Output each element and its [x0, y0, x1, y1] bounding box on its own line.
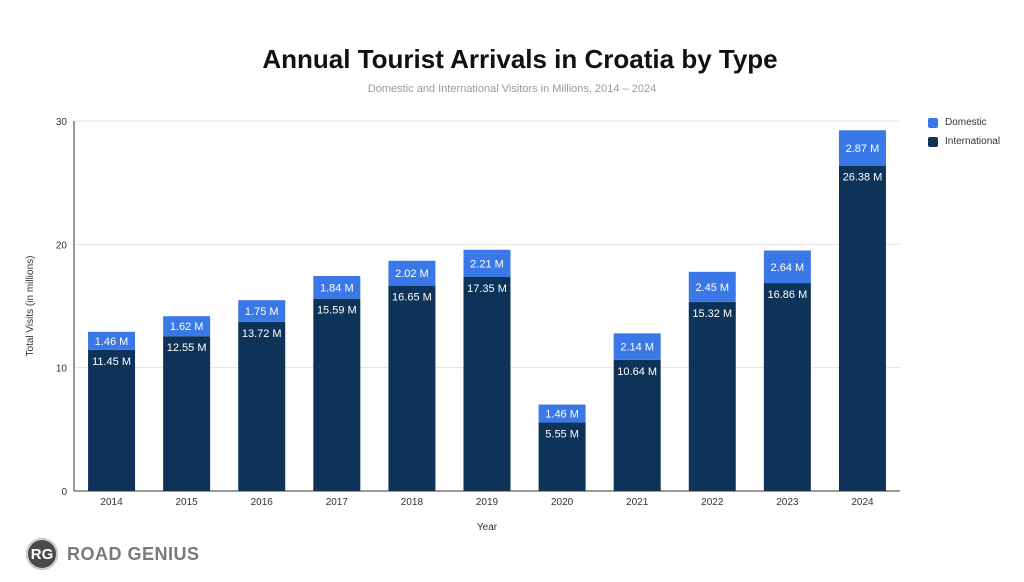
data-label-domestic: 1.46 M	[545, 409, 579, 421]
y-tick-label: 10	[56, 364, 68, 375]
data-label-international: 10.64 M	[617, 366, 657, 378]
data-label-domestic: 1.62 M	[170, 321, 204, 333]
y-tick-label: 0	[61, 487, 67, 498]
x-axis-title: Year	[477, 522, 498, 533]
legend-item-domestic: Domestic	[928, 113, 1000, 132]
legend-item-international: International	[928, 132, 1000, 151]
data-label-domestic: 2.87 M	[846, 143, 880, 155]
bar-domestic-2021	[613, 333, 661, 360]
x-tick-label: 2023	[776, 497, 799, 508]
data-label-international: 17.35 M	[467, 283, 507, 295]
data-label-domestic: 1.84 M	[320, 282, 354, 294]
bar-domestic-2018	[388, 260, 436, 286]
x-tick-label: 2019	[476, 497, 499, 508]
bar-domestic-2024	[838, 130, 886, 166]
bar-international-2021	[613, 359, 661, 491]
data-label-domestic: 1.46 M	[95, 336, 129, 348]
data-label-domestic: 1.75 M	[245, 306, 279, 318]
data-label-international: 5.55 M	[545, 429, 579, 441]
legend-swatch-domestic	[928, 117, 938, 128]
data-label-international: 26.38 M	[843, 172, 883, 184]
data-label-international: 16.65 M	[392, 292, 432, 304]
legend-swatch-international	[928, 136, 938, 147]
x-tick-label: 2020	[551, 497, 574, 508]
legend-label-domestic: Domestic	[945, 117, 987, 128]
bar-international-2024	[838, 165, 886, 491]
x-tick-label: 2017	[326, 497, 349, 508]
y-axis-title: Total Visits (in millions)	[25, 256, 36, 357]
bar-domestic-2022	[688, 271, 736, 303]
bar-domestic-2016	[238, 300, 286, 322]
x-tick-label: 2021	[626, 497, 649, 508]
data-label-international: 11.45 M	[92, 356, 131, 368]
data-label-domestic: 2.45 M	[695, 282, 729, 294]
brand-logo: RG ROAD GENIUS	[26, 538, 200, 570]
data-label-international: 15.59 M	[317, 305, 357, 317]
brand-name: ROAD GENIUS	[67, 543, 200, 564]
bar-domestic-2017	[313, 276, 361, 299]
chart-legend: Domestic International	[928, 113, 1000, 151]
x-tick-label: 2018	[401, 497, 424, 508]
data-label-domestic: 2.21 M	[470, 258, 504, 270]
bar-international-2023	[763, 283, 811, 491]
bar-international-2020	[538, 422, 586, 491]
x-tick-label: 2014	[100, 497, 123, 508]
data-label-domestic: 2.14 M	[620, 342, 654, 354]
data-label-international: 16.86 M	[767, 289, 807, 301]
bar-domestic-2014	[88, 331, 136, 350]
bar-domestic-2020	[538, 404, 586, 423]
y-tick-label: 30	[56, 117, 68, 128]
data-label-domestic: 2.02 M	[395, 268, 429, 280]
chart-subtitle: Domestic and International Visitors in M…	[367, 83, 657, 95]
bar-domestic-2015	[163, 316, 211, 337]
bar-domestic-2019	[463, 249, 511, 278]
bar-international-2017	[313, 298, 361, 491]
data-label-international: 13.72 M	[242, 328, 282, 340]
x-tick-label: 2022	[701, 497, 724, 508]
bar-international-2019	[463, 277, 511, 491]
data-label-international: 15.32 M	[692, 308, 732, 320]
bar-domestic-2023	[763, 250, 811, 284]
x-tick-label: 2024	[851, 497, 874, 508]
x-tick-label: 2016	[251, 497, 274, 508]
bar-international-2014	[88, 349, 136, 491]
data-label-international: 12.55 M	[167, 342, 207, 354]
bar-international-2022	[688, 302, 736, 491]
bar-international-2018	[388, 285, 436, 491]
x-tick-label: 2015	[176, 497, 199, 508]
legend-label-international: International	[945, 136, 1001, 147]
y-tick-label: 20	[56, 240, 68, 251]
chart-title: Annual Tourist Arrivals in Croatia by Ty…	[262, 44, 778, 74]
bar-international-2016	[238, 321, 286, 491]
data-label-domestic: 2.64 M	[771, 262, 805, 274]
brand-badge-icon: RG	[26, 538, 58, 570]
bar-international-2015	[163, 336, 211, 491]
